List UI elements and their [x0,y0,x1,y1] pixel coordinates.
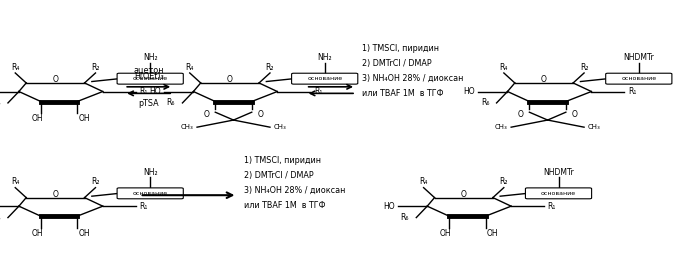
Text: OH: OH [487,229,498,238]
Text: основание: основание [133,76,168,81]
Text: NH₂: NH₂ [143,168,158,177]
Text: 3) NH₄OH 28% / диоксан: 3) NH₄OH 28% / диоксан [244,186,346,195]
Text: O: O [541,75,547,84]
Text: O: O [52,75,59,84]
Text: HO: HO [149,87,161,96]
Text: HO: HO [463,87,475,96]
Text: OH: OH [440,229,452,238]
Text: R₆: R₆ [167,99,175,108]
Text: R₄: R₄ [419,177,428,186]
Text: R₆: R₆ [481,99,489,108]
FancyBboxPatch shape [117,188,184,199]
Text: O: O [572,110,578,119]
Text: R₄: R₄ [11,177,20,186]
Text: O: O [517,110,524,119]
Text: O: O [461,189,467,198]
Text: CH₃: CH₃ [274,124,286,130]
Text: R₁: R₁ [139,202,147,211]
Text: pTSA: pTSA [138,99,159,108]
Text: O: O [52,189,59,198]
Text: CH₃: CH₃ [495,124,507,130]
Text: или TBAF 1М  в ТГФ: или TBAF 1М в ТГФ [362,89,443,98]
Text: NH₂: NH₂ [143,53,158,62]
Text: R₁: R₁ [139,87,147,96]
Text: 1) TMSCl, пиридин: 1) TMSCl, пиридин [244,156,321,165]
Text: H(OEt)₃: H(OEt)₃ [134,72,163,81]
FancyBboxPatch shape [606,73,672,84]
Text: R₂: R₂ [266,63,274,72]
Text: CH₃: CH₃ [181,124,193,130]
Text: R₁: R₁ [313,87,322,96]
FancyBboxPatch shape [117,73,184,84]
Text: ацетон: ацетон [133,66,164,75]
Text: R₂: R₂ [500,177,508,186]
Text: 2) DMTrCl / DMAP: 2) DMTrCl / DMAP [244,171,314,180]
Text: или TBAF 1М  в ТГФ: или TBAF 1М в ТГФ [244,201,326,210]
Text: 2) DMTrCl / DMAP: 2) DMTrCl / DMAP [362,59,431,68]
Text: R₄: R₄ [186,63,194,72]
Text: NHDMTr: NHDMTr [623,53,654,62]
Text: OH: OH [79,114,90,123]
Text: R₄: R₄ [500,63,508,72]
Text: основание: основание [541,191,576,196]
FancyBboxPatch shape [526,188,592,199]
Text: O: O [227,75,233,84]
Text: HO: HO [383,202,394,211]
Text: NHDMTr: NHDMTr [543,168,574,177]
Text: основание: основание [621,76,656,81]
Text: 1) TMSCl, пиридин: 1) TMSCl, пиридин [362,44,438,53]
Text: R₂: R₂ [91,177,100,186]
Text: 3) NH₄OH 28% / диоксан: 3) NH₄OH 28% / диоксан [362,74,463,83]
Text: O: O [203,110,209,119]
Text: R₁: R₁ [547,202,556,211]
Text: R₂: R₂ [580,63,588,72]
Text: основание: основание [307,76,342,81]
Text: R₆: R₆ [401,213,409,222]
Text: O: O [258,110,264,119]
Text: OH: OH [31,114,43,123]
FancyBboxPatch shape [292,73,358,84]
Text: OH: OH [79,229,90,238]
Text: CH₃: CH₃ [588,124,600,130]
Text: OH: OH [31,229,43,238]
Text: R₁: R₁ [628,87,636,96]
Text: R₄: R₄ [11,63,20,72]
Text: NH₂: NH₂ [318,53,332,62]
Text: основание: основание [133,191,168,196]
Text: R₂: R₂ [91,63,100,72]
